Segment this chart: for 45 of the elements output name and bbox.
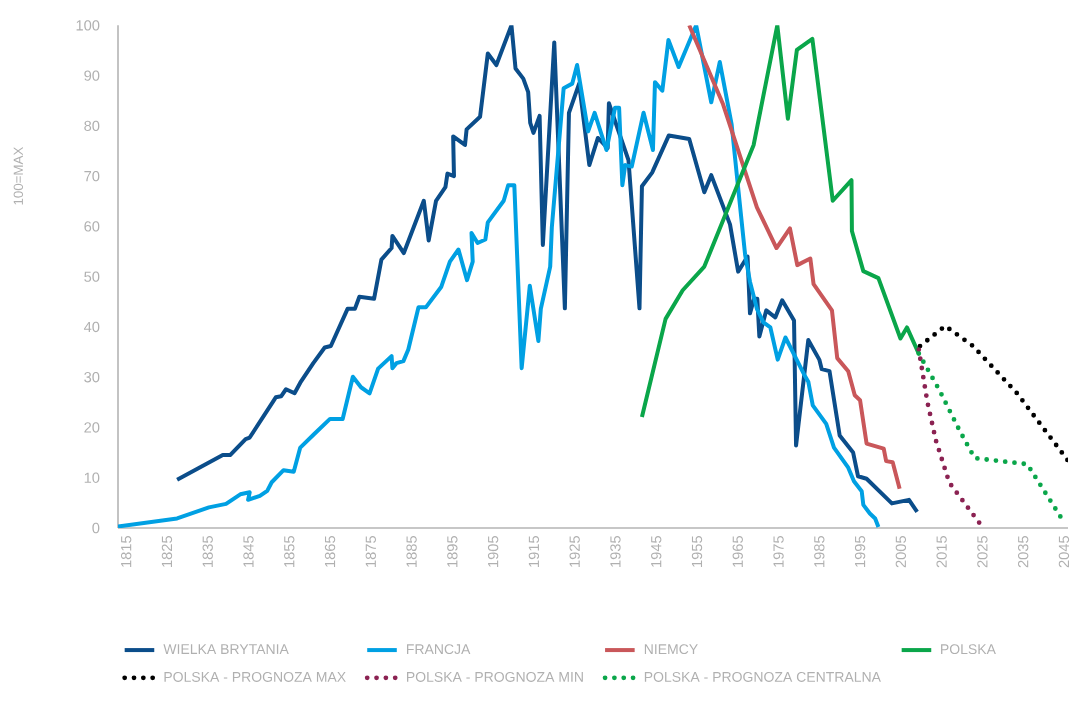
x-tick-label: 1965 xyxy=(732,536,743,567)
x-tick-label: 2005 xyxy=(895,536,907,568)
x-tick-label: 1895 xyxy=(447,536,458,567)
x-tick-label: 1985 xyxy=(814,536,825,567)
x-tick-label: 1865 xyxy=(324,536,336,567)
x-tick-label: 1905 xyxy=(487,536,499,567)
x-tick-label: 1815 xyxy=(120,536,132,567)
y-tick-label: 80 xyxy=(84,120,100,132)
y-tick-label: 30 xyxy=(84,372,100,383)
y-tick-label: 90 xyxy=(84,70,100,81)
line-series xyxy=(917,323,1069,463)
legend-label: POLSKA - PROGNOZA MAX xyxy=(164,671,346,682)
x-tick-label: 1875 xyxy=(365,536,376,567)
x-tick-label: 1885 xyxy=(406,536,417,567)
x-tick-label: 1915 xyxy=(528,536,540,567)
y-tick-label: 20 xyxy=(84,422,100,433)
x-tick-label: 1975 xyxy=(773,536,784,567)
x-tick-label: 1835 xyxy=(202,536,213,567)
x-tick-label: 1825 xyxy=(161,536,173,567)
y-tick-label: 50 xyxy=(84,271,100,282)
y-tick-label: 70 xyxy=(84,170,100,182)
x-tick-label: 1925 xyxy=(569,536,580,567)
x-tick-label: 1955 xyxy=(691,536,703,567)
legend-label: POLSKA xyxy=(941,644,996,655)
legend-label: POLSKA - PROGNOZA MIN xyxy=(407,671,583,682)
y-tick-label: 0 xyxy=(92,522,100,534)
x-tick-label: 2025 xyxy=(977,536,988,568)
x-tick-label: 2015 xyxy=(936,536,947,568)
x-tick-label: 2035 xyxy=(1017,536,1029,568)
x-tick-label: 1995 xyxy=(854,536,866,567)
y-tick-label: 10 xyxy=(84,472,100,483)
y-tick-label: 100 xyxy=(76,20,100,31)
line-series xyxy=(687,25,902,491)
y-tick-label: 60 xyxy=(84,221,100,232)
x-tick-label: 1945 xyxy=(651,536,662,567)
legend-label: NIEMCY xyxy=(644,644,698,655)
x-tick-label: 1845 xyxy=(243,536,254,567)
y-axis-title: 100=MAX xyxy=(13,146,24,205)
x-tick-label: 2045 xyxy=(1058,536,1070,568)
x-tick-label: 1855 xyxy=(284,536,295,567)
legend-label: POLSKA - PROGNOZA CENTRALNA xyxy=(644,671,881,682)
x-tick-label: 1935 xyxy=(610,536,621,567)
legend-label: FRANCJA xyxy=(407,644,471,655)
y-tick-label: 40 xyxy=(83,321,100,333)
legend-label: WIELKA BRYTANIA xyxy=(163,644,289,654)
